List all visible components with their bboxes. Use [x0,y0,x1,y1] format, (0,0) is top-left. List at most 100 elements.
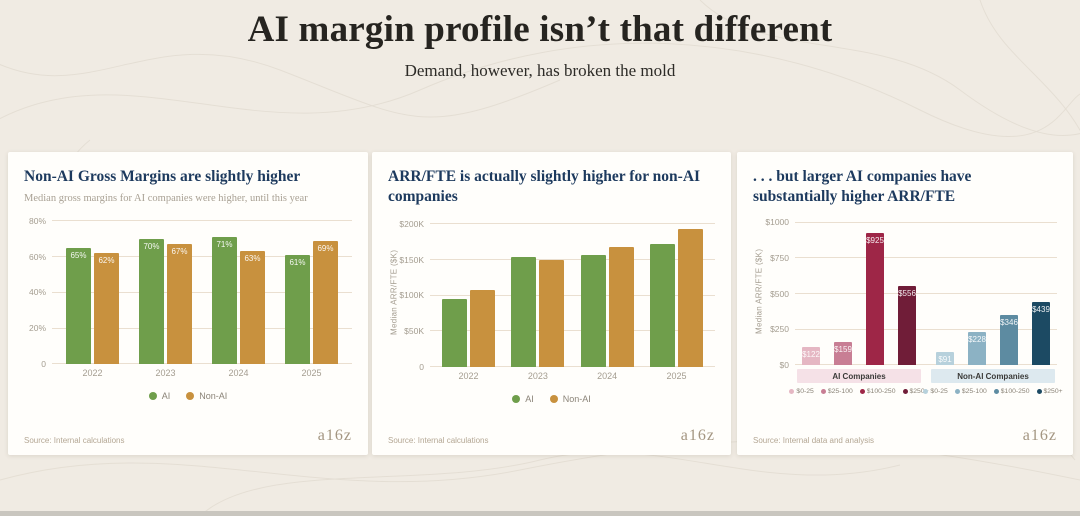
y-tick-label: 20% [28,323,46,334]
y-axis-label: Median ARR/FTE ($K) [389,249,399,335]
bar-group [580,246,634,367]
card-subtitle: Median gross margins for AI companies we… [24,192,308,204]
page-title: AI margin profile isn’t that different [247,9,833,50]
page-subtitle: Demand, however, has broken the mold [404,61,676,80]
y-tick-label: $100K [399,290,424,301]
source-note: Source: Internal calculations [24,436,125,445]
bar-value-label: $122 [802,350,820,360]
legend-label: $250+ [1043,387,1063,395]
card-footer: Source: Internal data and analysis a16z [753,427,1057,445]
bar: 63% [240,251,265,364]
a16z-logo: a16z [317,427,352,444]
card-title: . . . but larger AI companies have subst… [753,168,972,205]
bar: $556 [898,285,916,365]
legend-label: $25-100 [827,387,853,395]
y-tick-label: $50K [404,325,424,336]
bar-value-label: $159 [834,345,852,355]
x-axis: 2022 2023 2024 2025 [52,368,352,378]
legend-label: $100-250 [1000,387,1030,395]
bar [580,254,606,367]
card-arr-fte-by-size: . . . but larger AI companies have subst… [737,152,1073,455]
bar-value-label: $439 [1032,305,1050,315]
legend-entry: $0-25 [789,388,814,395]
gridline [52,363,352,365]
y-tick-label: 40% [28,287,46,298]
bar [470,289,495,367]
gridline [795,328,1057,330]
bar [608,246,634,367]
bar-group: 65% 62% [66,247,119,364]
size-legend: $0-25 $25-100 $100-250 $250+ [789,387,929,395]
bar [511,256,537,367]
bar-value-label: $346 [1000,318,1018,328]
bar [539,259,565,367]
gridline [52,291,352,293]
a16z-logo: a16z [1022,427,1057,444]
y-axis: $1000 $750 $500 $250 $0 [765,217,795,369]
size-legends: $0-25 $25-100 $100-250 $250+ $0-25 $25-100 $10… [789,387,1063,395]
legend-dot [902,388,908,394]
bar-group: 61% 69% [285,240,338,364]
legend-label: $25-100 [961,387,987,395]
legend-dot [512,394,521,403]
bar: $346 [1000,315,1018,365]
y-axis: 80% 60% 40% 20% 0 [24,214,52,369]
bars-row: $122 $159 $925 $556 $91 $228 $346 $439 [795,217,1057,365]
gridline [430,366,715,368]
legend-dot [186,391,195,400]
plot-column: $122 $159 $925 $556 $91 $228 $346 $439 AI Compan… [789,217,1063,395]
bar-group [511,256,565,367]
bar [649,243,675,367]
legend: AI Non-AI [24,391,352,401]
bar [442,298,467,367]
bar: $228 [968,332,986,365]
legend-entry: $25-100 [820,387,853,395]
bar-group [442,289,495,367]
legend-label: $100-250 [866,387,896,395]
legend-entry: $0-25 [923,388,948,395]
bar-value-label: 62% [98,256,115,266]
y-tick-label: $500 [770,288,789,299]
bar-value-label: 61% [289,257,306,267]
y-tick-label: $750 [770,252,789,263]
size-legend: $0-25 $25-100 $100-250 $250+ [923,387,1063,395]
legend-entry: Non-AI [549,394,591,404]
gridline [52,220,352,222]
bar [677,228,703,367]
gridline [52,327,352,329]
legend-dot [1036,388,1042,394]
bar: 69% [313,240,338,364]
legend-dot [993,388,999,394]
y-tick-label: $250 [770,324,789,335]
group-bands: AI Companies Non-AI Companies [795,368,1057,383]
legend-entry: $250+ [902,388,929,395]
legend-dot [789,388,795,394]
source-note: Source: Internal calculations [388,436,489,445]
card-title: ARR/FTE is actually slightly higher for … [388,168,701,205]
y-axis-label: Median ARR/FTE ($K) [754,248,764,334]
gridline [430,330,715,332]
gridline [430,223,715,225]
x-tick-label: 2023 [155,367,176,378]
plot-area [430,217,715,368]
bar: $439 [1032,302,1050,365]
legend-entry: AI [512,394,534,404]
source-note: Source: Internal data and analysis [753,436,874,445]
y-tick-label: $0 [779,359,789,370]
bar: 71% [212,237,237,364]
bar-value-label: 71% [216,240,233,250]
bar-group [649,228,703,367]
legend-label: AI [525,393,534,404]
plot-area: $122 $159 $925 $556 $91 $228 $346 $439 [795,217,1057,366]
x-tick-label: 2024 [228,367,249,378]
bar-group: $91 $228 $346 $439 [931,302,1055,365]
bottom-strip [0,511,1080,516]
card-gross-margins: Non-AI Gross Margins are slightly higher… [8,152,368,455]
bar-group: 70% 67% [139,238,192,364]
x-tick-label: 2022 [458,370,479,381]
gridline [430,259,715,260]
bar-value-label: 70% [143,241,160,251]
bar: $91 [936,351,954,365]
legend-entry: AI [148,391,170,401]
